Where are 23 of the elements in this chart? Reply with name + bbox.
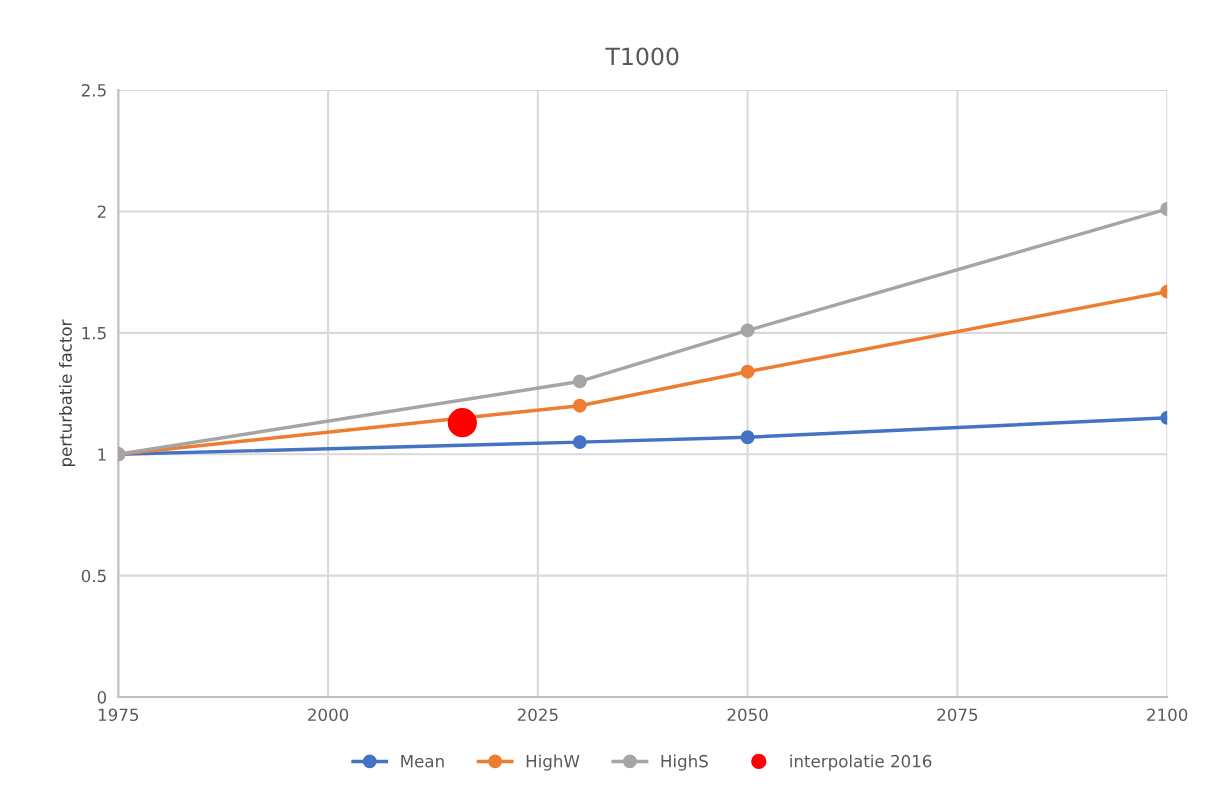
y-tick-label: 0 [97,691,107,704]
x-tick-label: 2025 [517,708,558,722]
point [740,430,755,445]
x-tick-label: 2050 [727,708,768,722]
y-tick-label: 2.5 [81,84,106,97]
legend-label: interpolatie 2016 [790,754,932,771]
point [740,364,755,379]
y-tick-label: 2 [97,205,106,218]
x-tick-label: 1975 [98,708,139,722]
x-tick-label: 2000 [308,708,349,722]
y-axis-title: perturbatie factor [58,319,76,467]
legend-label: HighS [661,754,708,771]
y-tick-label: 1.5 [82,327,106,340]
point [447,408,477,438]
legend-label: HighW [526,754,580,771]
chart-title: T1000 [605,47,679,66]
x-tick-label: 2100 [1147,708,1188,722]
y-tick-label: 1 [98,448,106,461]
y-tick-label: 0.5 [81,569,106,583]
point [572,435,587,450]
legend-label: Mean [401,755,444,768]
point [572,398,587,413]
x-tick-label: 2075 [937,708,978,722]
